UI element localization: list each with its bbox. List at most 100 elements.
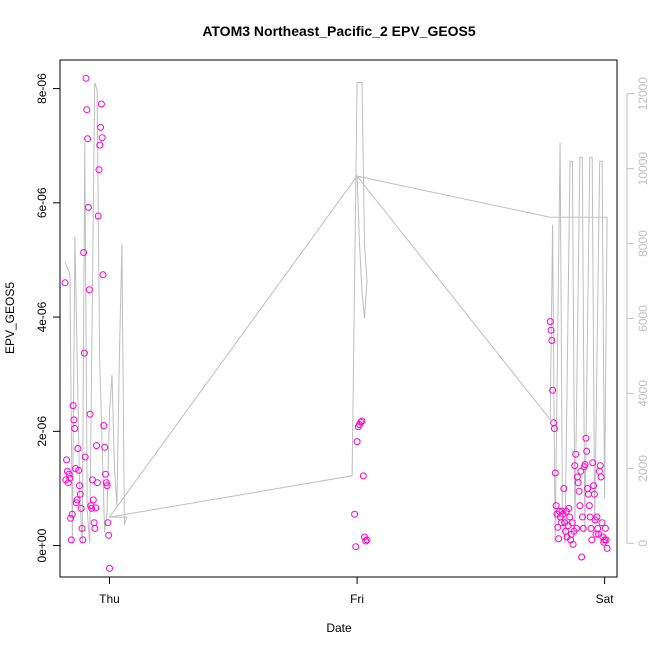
data-point (67, 536, 75, 544)
data-point (568, 519, 576, 527)
chart-title: ATOM3 Northeast_Pacific_2 EPV_GEOS5 (202, 23, 476, 39)
data-point (99, 271, 107, 279)
data-point (105, 531, 113, 539)
data-point (93, 442, 100, 450)
data-point (90, 519, 98, 527)
line-layer (64, 82, 608, 544)
data-point (589, 459, 597, 467)
y2-tick-label: 8000 (636, 230, 650, 257)
y2-tick-label: 10000 (636, 152, 650, 186)
data-point (550, 425, 558, 432)
data-point (357, 418, 365, 426)
y2-tick-label: 4000 (636, 380, 650, 407)
data-point (576, 502, 584, 510)
data-point (88, 504, 96, 512)
y2-tick-label: 6000 (636, 305, 650, 332)
series-line (64, 82, 608, 544)
data-point (95, 166, 103, 174)
data-point (64, 479, 72, 487)
data-point (554, 523, 562, 531)
data-point (97, 123, 105, 131)
data-point (550, 419, 558, 427)
data-point (93, 479, 101, 487)
y-tick-label: 4e-06 (35, 301, 49, 332)
y2-tick-label: 0 (636, 540, 650, 547)
data-point (549, 386, 557, 394)
data-point (598, 519, 606, 527)
data-point (603, 544, 611, 552)
data-point (104, 519, 112, 527)
data-point (566, 513, 574, 521)
data-point (546, 318, 554, 326)
data-point (81, 453, 89, 461)
y-tick-label: 2e-06 (35, 416, 49, 447)
data-point (560, 485, 568, 492)
data-point (84, 135, 92, 143)
y-tick-label: 6e-06 (35, 187, 49, 218)
data-point (585, 502, 593, 510)
data-point (96, 141, 104, 149)
data-point (601, 524, 609, 532)
x-tick-label: Thu (99, 592, 120, 606)
data-point (102, 479, 110, 487)
points-layer (61, 74, 611, 572)
data-point (573, 524, 580, 532)
data-point (551, 469, 559, 477)
y-tick-label: 0e+00 (35, 528, 49, 562)
plot-frame (59, 59, 618, 578)
data-point (71, 425, 79, 432)
x-tick-label: Fri (350, 592, 364, 606)
data-point (574, 479, 582, 487)
data-point (595, 467, 603, 475)
data-point (575, 487, 583, 495)
data-point (68, 510, 76, 518)
data-point (571, 462, 579, 470)
data-point (65, 470, 73, 478)
data-point (73, 496, 81, 504)
data-point (77, 504, 85, 512)
data-point (72, 499, 80, 507)
data-point (92, 504, 100, 512)
data-point (358, 417, 366, 425)
y2-tick-label: 2000 (636, 455, 650, 482)
data-point (351, 510, 359, 518)
y-axis-label: EPV_GEOS5 (3, 282, 17, 354)
data-point (363, 536, 371, 544)
data-point (597, 473, 605, 481)
data-point (582, 434, 590, 442)
data-point (82, 74, 90, 82)
data-point (76, 490, 84, 498)
data-point (79, 536, 87, 544)
data-point (91, 524, 99, 532)
data-point (588, 536, 596, 544)
data-point (67, 514, 75, 522)
y2-tick-label: 12000 (636, 77, 650, 111)
data-point (80, 349, 88, 357)
data-point (94, 212, 102, 220)
data-point (78, 524, 86, 532)
data-point (593, 513, 601, 521)
data-point (359, 472, 367, 480)
x-tick-label: Sat (596, 592, 615, 606)
data-point (63, 456, 71, 464)
data-point (547, 326, 555, 334)
data-point (596, 462, 604, 470)
data-point (577, 467, 585, 475)
data-point (594, 524, 602, 532)
data-point (83, 106, 91, 114)
data-point (548, 337, 556, 344)
data-point (579, 513, 586, 521)
data-point (557, 519, 565, 527)
data-point (101, 443, 109, 451)
bottom-axis: Thu Fri Sat (99, 576, 615, 606)
data-point (61, 279, 69, 287)
data-point (98, 134, 106, 142)
data-point (97, 100, 105, 108)
data-point (552, 502, 560, 510)
data-point (586, 513, 594, 521)
data-point (583, 447, 591, 455)
data-point (103, 482, 111, 490)
data-point (85, 286, 93, 294)
data-point (602, 536, 610, 544)
